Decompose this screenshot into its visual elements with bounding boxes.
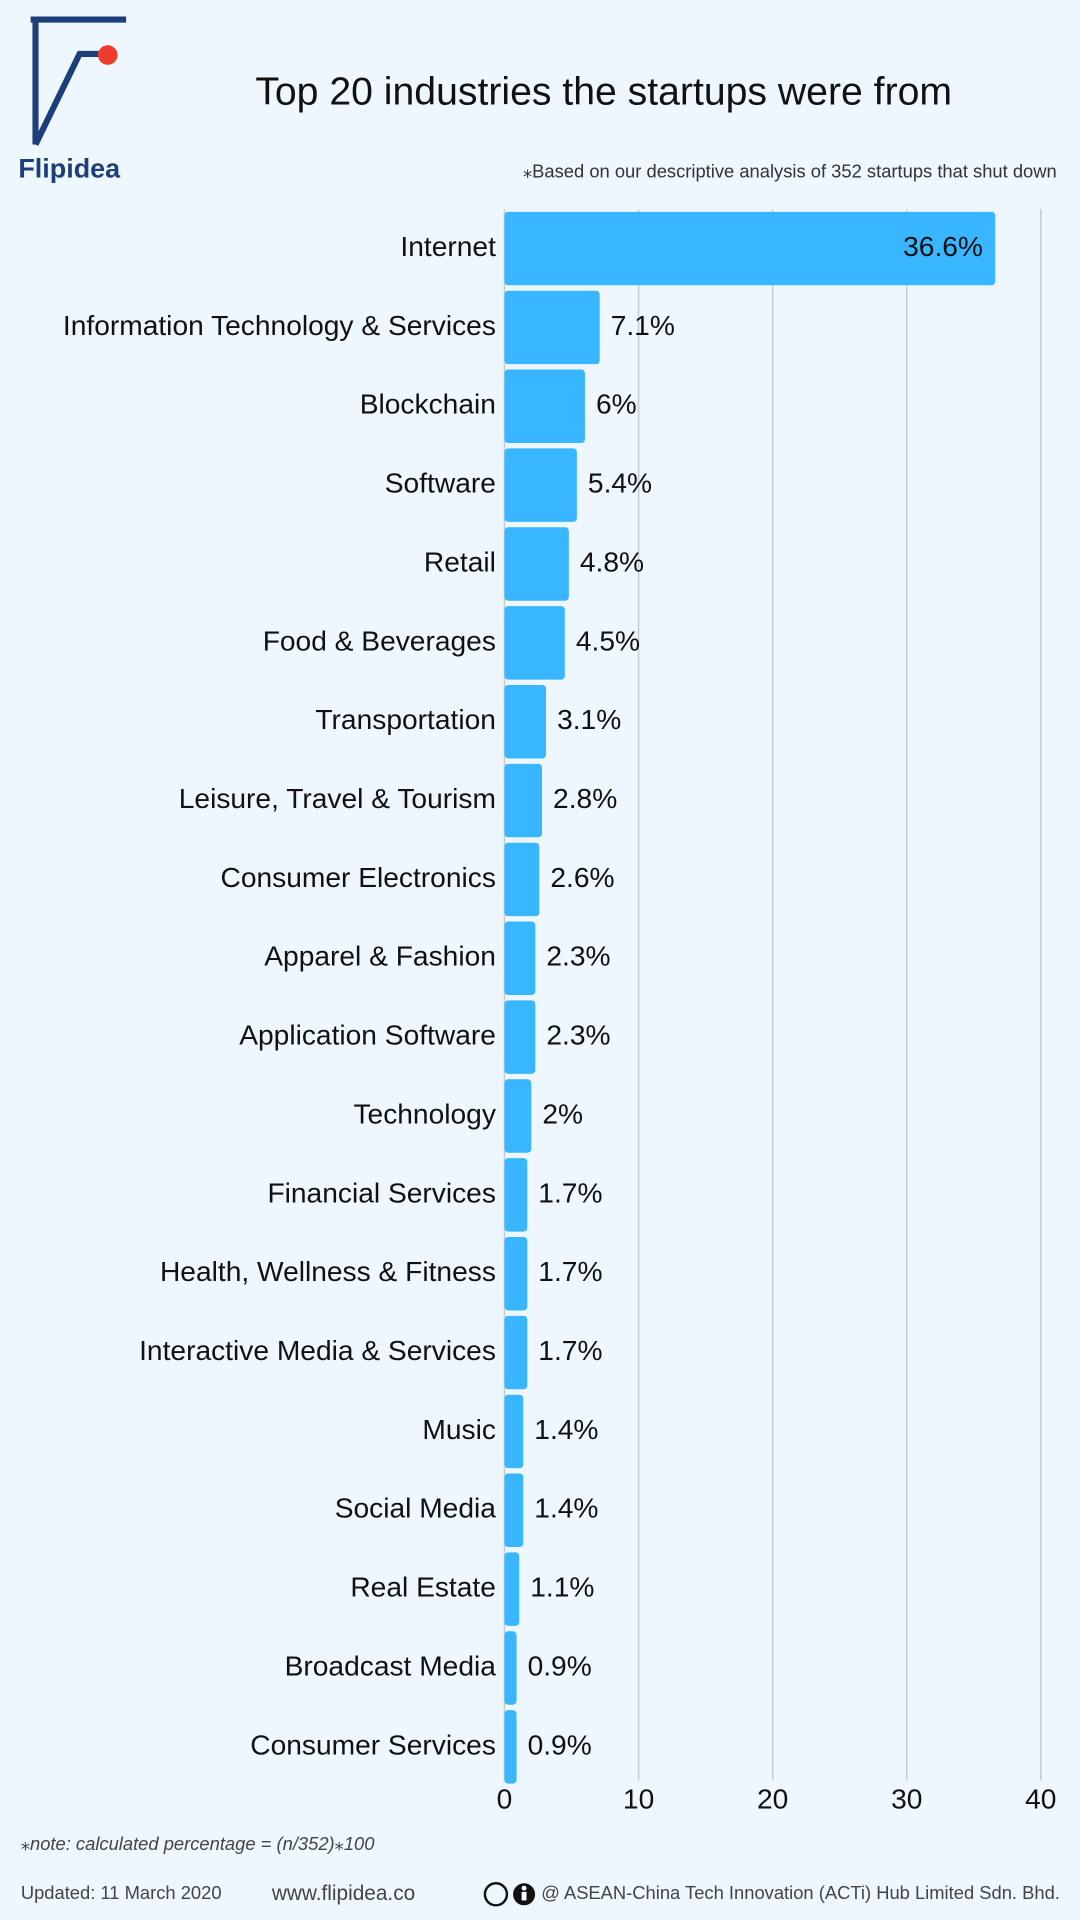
x-tick-label: 40 (1025, 1784, 1056, 1815)
bar (504, 606, 565, 680)
bar (504, 1473, 524, 1548)
bar (504, 1158, 528, 1232)
y-tick-label: Internet (400, 231, 496, 262)
value-label: 1.7% (538, 1335, 602, 1366)
y-tick-label: Leisure, Travel & Tourism (179, 783, 496, 814)
y-tick-label: Blockchain (360, 389, 496, 420)
value-label: 1.4% (534, 1414, 598, 1445)
bar (504, 1236, 528, 1311)
value-label: 0.9% (528, 1729, 592, 1760)
value-label: 1.7% (538, 1177, 602, 1208)
x-tick-label: 0 (497, 1784, 513, 1815)
value-label: 0.9% (528, 1650, 592, 1681)
y-tick-label: Consumer Electronics (221, 862, 496, 893)
bar (504, 527, 569, 601)
y-tick-label: Apparel & Fashion (264, 941, 496, 972)
y-tick-label: Music (422, 1414, 496, 1445)
value-label: 4.8% (580, 546, 644, 577)
bar (504, 1079, 532, 1153)
chart-title: Top 20 industries the startups were from (255, 71, 952, 114)
value-label: 36.6% (903, 231, 983, 262)
x-tick-label: 20 (757, 1784, 788, 1815)
value-label: 3.1% (557, 704, 621, 735)
y-tick-label: Retail (424, 546, 496, 577)
value-label: 1.1% (530, 1572, 594, 1603)
y-tick-label: Financial Services (267, 1177, 495, 1208)
x-tick-label: 30 (891, 1784, 922, 1815)
bar (504, 1552, 520, 1626)
y-tick-label: Application Software (239, 1020, 496, 1051)
value-label: 2.6% (550, 862, 614, 893)
footer-website: www.flipidea.co (271, 1882, 415, 1905)
bar (504, 684, 547, 759)
value-label: 1.4% (534, 1493, 598, 1524)
note: ⁎note: calculated percentage = (n/352)⁎1… (21, 1833, 375, 1854)
y-tick-label: Consumer Services (250, 1729, 496, 1760)
y-tick-label: Real Estate (350, 1572, 496, 1603)
bar (504, 369, 585, 444)
footer-copyright: @ ASEAN-China Tech Innovation (ACTi) Hub… (541, 1882, 1060, 1903)
value-label: 2% (542, 1098, 583, 1129)
y-tick-label: Food & Beverages (263, 625, 496, 656)
by-icon-body (521, 1891, 527, 1901)
y-tick-label: Health, Wellness & Fitness (160, 1256, 496, 1287)
bar (504, 842, 540, 917)
value-label: 4.5% (576, 625, 640, 656)
value-label: 2.3% (546, 1020, 610, 1051)
value-label: 2.8% (553, 783, 617, 814)
by-icon-head (521, 1885, 527, 1891)
value-label: 5.4% (588, 468, 652, 499)
bar (504, 1315, 528, 1390)
bar (504, 211, 996, 286)
value-label: 7.1% (611, 310, 675, 341)
bar (504, 448, 577, 522)
bar (504, 1000, 536, 1074)
y-tick-label: Broadcast Media (285, 1650, 497, 1681)
logo-text: Flipidea (18, 153, 121, 183)
logo: Flipidea (18, 16, 127, 183)
footer-updated: Updated: 11 March 2020 (21, 1882, 222, 1903)
bar (504, 763, 543, 838)
chart-subtitle: ⁎Based on our descriptive analysis of 35… (523, 160, 1057, 181)
y-tick-label: Interactive Media & Services (139, 1335, 496, 1366)
bar (504, 1394, 524, 1469)
bar (504, 1710, 517, 1784)
y-tick-label: Social Media (335, 1493, 497, 1524)
cc-icon (483, 1882, 509, 1907)
bar (504, 1631, 517, 1705)
value-label: 1.7% (538, 1256, 602, 1287)
logo-mark (30, 16, 127, 146)
bar (504, 290, 600, 365)
y-tick-label: Information Technology & Services (63, 310, 496, 341)
y-tick-label: Software (385, 468, 496, 499)
bar (504, 921, 536, 996)
value-label: 2.3% (546, 941, 610, 972)
value-label: 6% (596, 389, 637, 420)
y-tick-label: Transportation (315, 704, 496, 735)
y-tick-label: Technology (353, 1098, 496, 1129)
logo-dot (97, 45, 118, 65)
x-tick-label: 10 (623, 1784, 654, 1815)
license-icons (483, 1882, 536, 1907)
